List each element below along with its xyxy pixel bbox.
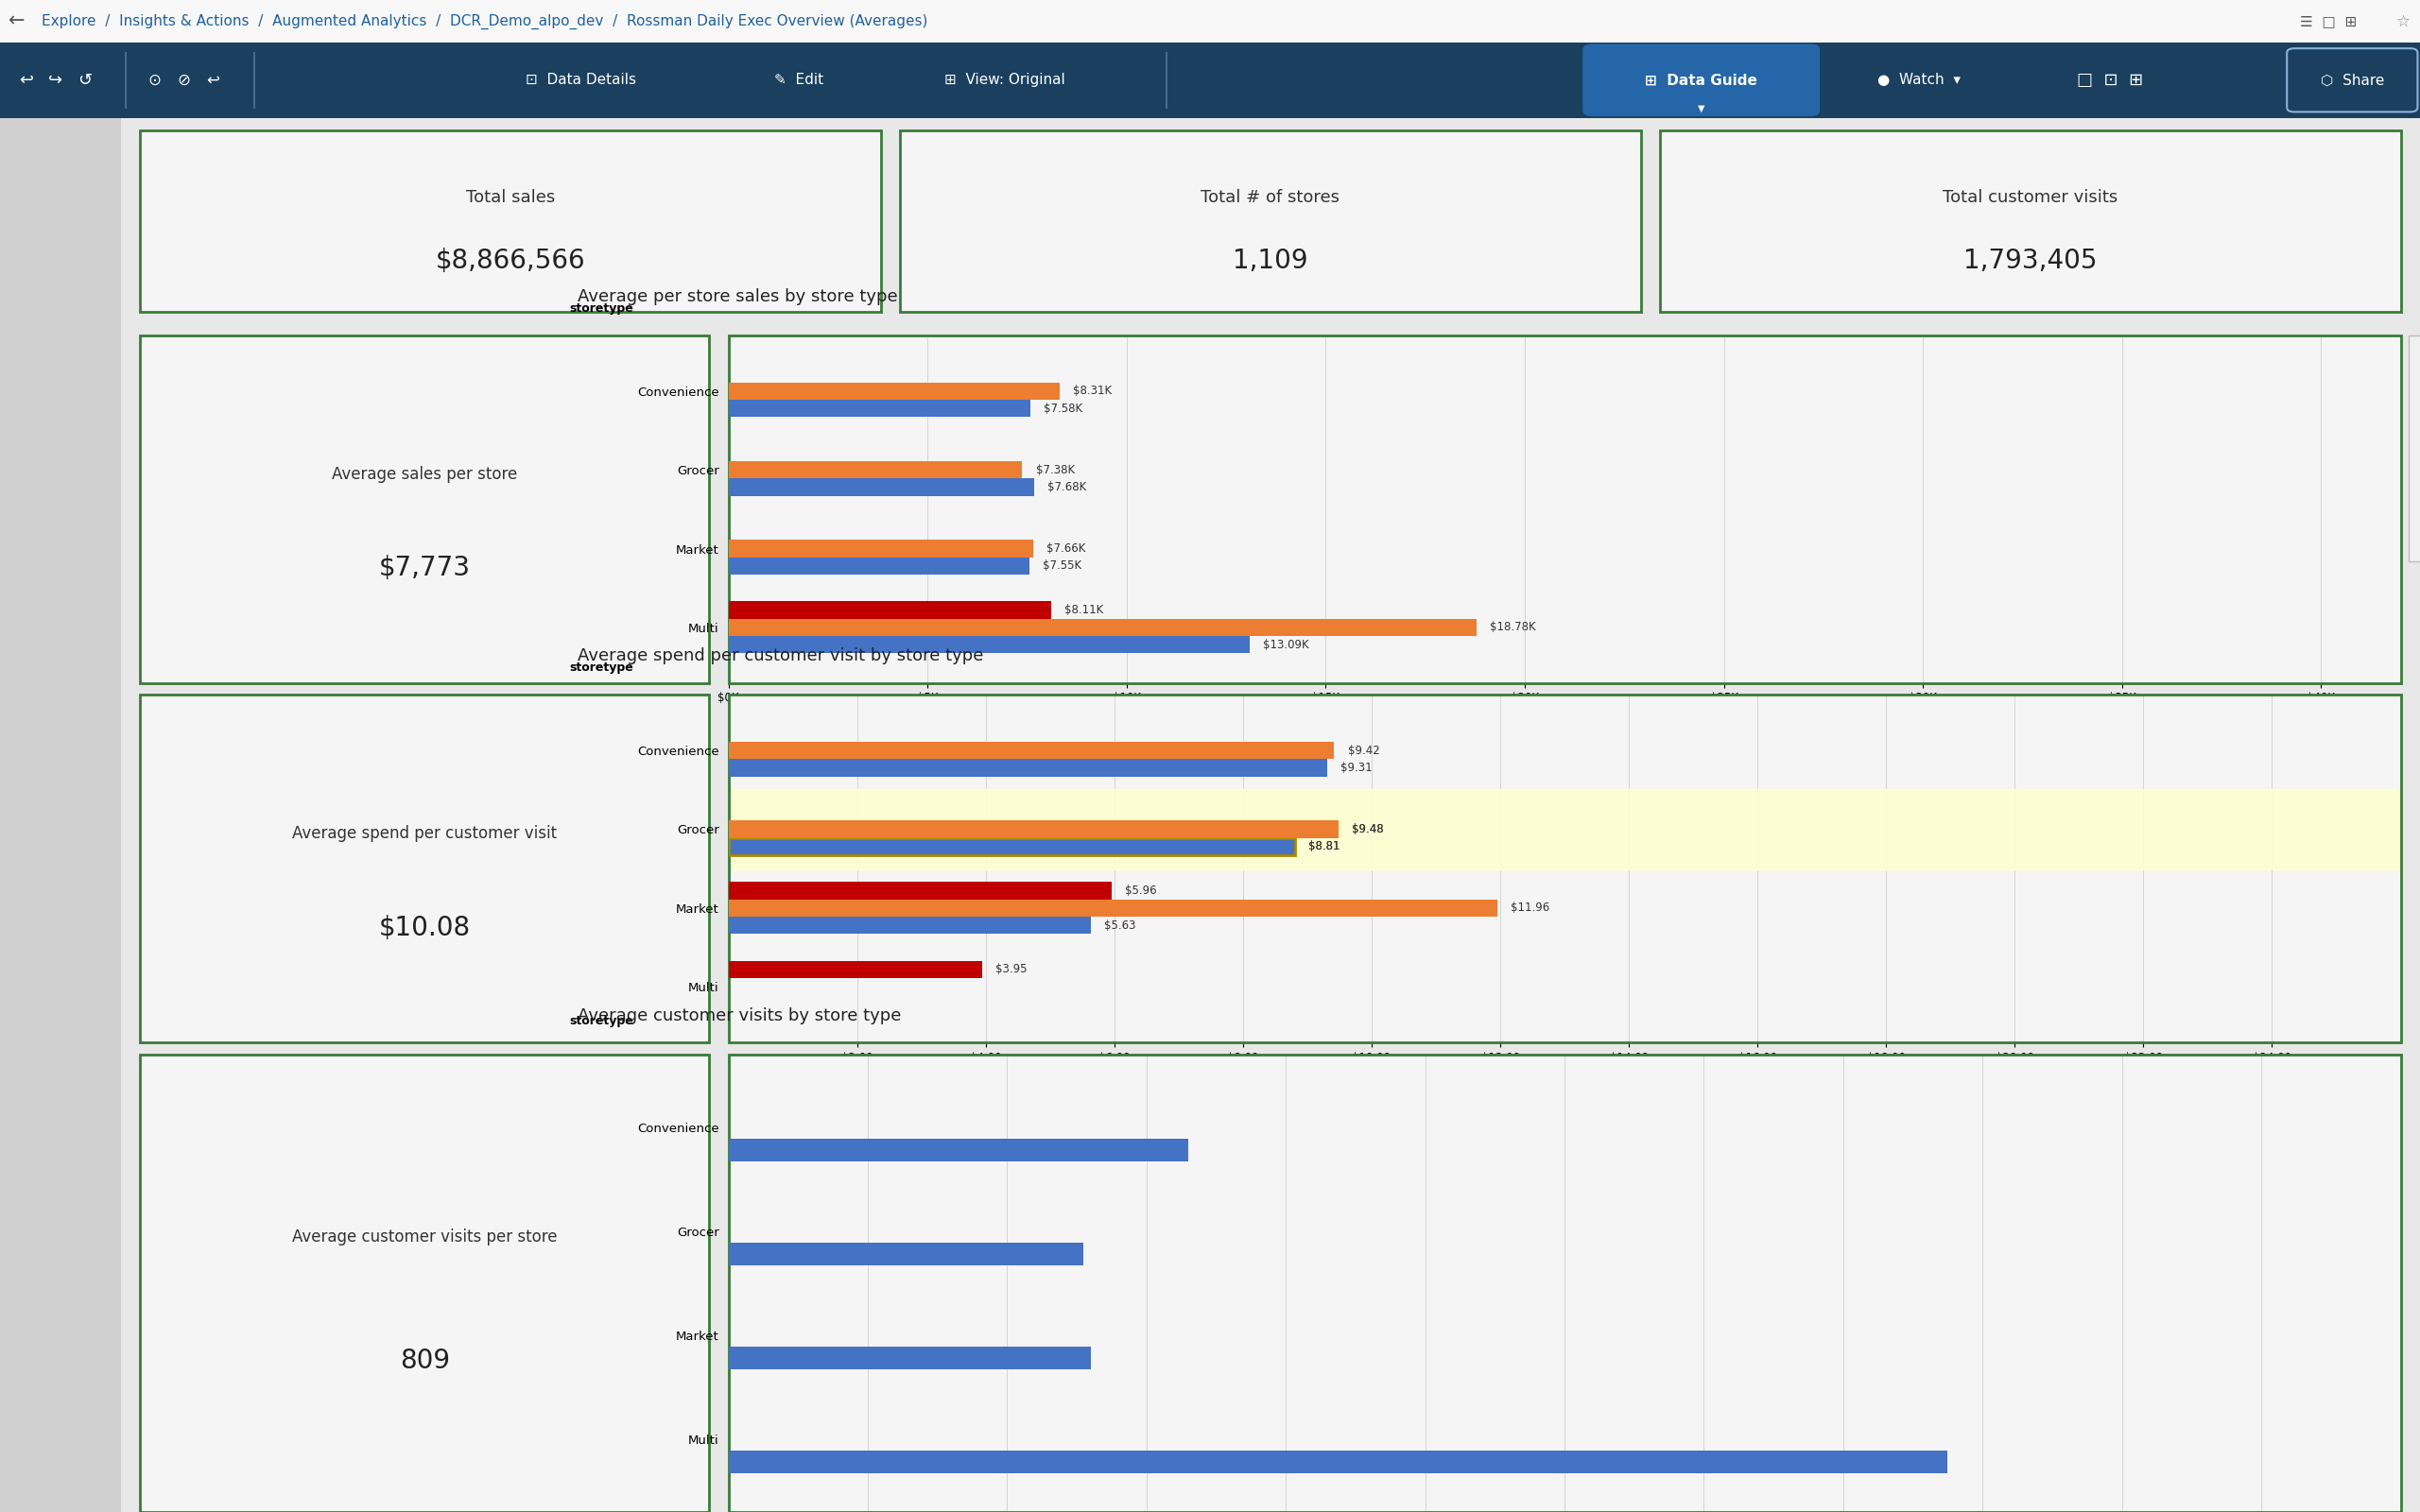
Text: ☆: ☆ <box>2396 12 2410 30</box>
Text: ⊙: ⊙ <box>148 71 162 89</box>
Text: Explore  /  Insights & Actions  /  Augmented Analytics  /  DCR_Demo_alpo_dev  / : Explore / Insights & Actions / Augmented… <box>41 14 927 29</box>
Bar <box>728 637 1249 653</box>
Text: $5.96: $5.96 <box>1125 885 1157 897</box>
Text: Total # of stores: Total # of stores <box>1200 189 1341 206</box>
Bar <box>728 759 1326 777</box>
Text: $7.38K: $7.38K <box>1036 464 1074 476</box>
Text: Total sales: Total sales <box>467 189 554 206</box>
Text: $7.66K: $7.66K <box>1048 543 1087 555</box>
Text: Average customer visits by store type: Average customer visits by store type <box>578 1007 903 1024</box>
Text: $18.78K: $18.78K <box>1491 621 1534 634</box>
Bar <box>728 479 1033 496</box>
Text: $13.09K: $13.09K <box>1263 638 1309 650</box>
Bar <box>728 1347 1091 1370</box>
Text: ⊡  Data Details: ⊡ Data Details <box>525 73 636 88</box>
FancyBboxPatch shape <box>0 0 2420 42</box>
Text: $8,866,566: $8,866,566 <box>436 248 586 274</box>
Bar <box>728 821 1338 838</box>
Text: $5.63: $5.63 <box>1104 919 1135 931</box>
Text: Average sales per store: Average sales per store <box>332 466 518 482</box>
Text: Average customer visits per store: Average customer visits per store <box>293 1229 557 1246</box>
Text: □  ⊡  ⊞: □ ⊡ ⊞ <box>2076 71 2144 89</box>
Text: Average spend per customer visit: Average spend per customer visit <box>293 826 557 842</box>
Text: $8.81: $8.81 <box>1309 841 1341 853</box>
Text: ↩: ↩ <box>19 71 34 89</box>
Bar <box>728 838 1295 856</box>
Text: $10.08: $10.08 <box>380 915 469 940</box>
FancyBboxPatch shape <box>121 118 2420 1512</box>
Bar <box>728 461 1021 479</box>
Bar <box>728 399 1031 417</box>
Text: $9.48: $9.48 <box>1350 823 1384 835</box>
Text: $7.68K: $7.68K <box>1048 481 1087 493</box>
Bar <box>728 1243 1084 1266</box>
Bar <box>728 602 1050 618</box>
Bar <box>728 821 1338 838</box>
Bar <box>728 900 1498 916</box>
Text: ⬡  Share: ⬡ Share <box>2321 73 2384 88</box>
Text: ✎  Edit: ✎ Edit <box>774 73 823 88</box>
Text: ⊞  View: Original: ⊞ View: Original <box>944 73 1065 88</box>
Text: $8.11K: $8.11K <box>1065 603 1104 617</box>
Bar <box>728 618 1476 637</box>
Bar <box>728 696 2401 1042</box>
Text: Total customer visits: Total customer visits <box>1943 189 2118 206</box>
Bar <box>728 383 1060 399</box>
Text: storetype: storetype <box>569 302 634 314</box>
Bar <box>728 742 1333 759</box>
Text: ⊞  Data Guide: ⊞ Data Guide <box>1646 73 1757 88</box>
Bar <box>728 881 1111 900</box>
Text: ↺: ↺ <box>77 71 92 89</box>
FancyBboxPatch shape <box>140 336 709 683</box>
Bar <box>728 1450 1948 1473</box>
FancyBboxPatch shape <box>1660 130 2401 311</box>
Text: ←: ← <box>10 12 24 30</box>
Bar <box>728 789 2401 869</box>
Text: $8.31K: $8.31K <box>1072 386 1111 398</box>
Text: Average spend per customer visit by store type: Average spend per customer visit by stor… <box>578 647 985 665</box>
FancyBboxPatch shape <box>0 42 2420 118</box>
Text: 1,109: 1,109 <box>1232 248 1309 274</box>
Text: 1,793,405: 1,793,405 <box>1963 248 2098 274</box>
Text: $9.48: $9.48 <box>1350 823 1384 835</box>
FancyBboxPatch shape <box>140 696 709 1042</box>
Text: storetype: storetype <box>569 662 634 674</box>
Bar <box>728 1139 1188 1161</box>
Text: ●  Watch  ▾: ● Watch ▾ <box>1878 73 1960 88</box>
FancyBboxPatch shape <box>1583 44 1820 116</box>
X-axis label: Avg. Customer Spend: Avg. Customer Spend <box>1500 1069 1629 1081</box>
Text: $3.95: $3.95 <box>997 963 1028 975</box>
FancyBboxPatch shape <box>140 1054 709 1512</box>
Text: ↩: ↩ <box>206 71 220 89</box>
FancyBboxPatch shape <box>0 118 121 1512</box>
Text: $11.96: $11.96 <box>1510 901 1551 915</box>
Bar <box>728 1054 2401 1512</box>
Text: ↪: ↪ <box>48 71 63 89</box>
Bar <box>728 916 1091 934</box>
Text: $7.58K: $7.58K <box>1043 402 1082 414</box>
FancyBboxPatch shape <box>140 130 881 311</box>
Text: ▼: ▼ <box>1699 104 1704 113</box>
Bar <box>728 838 1295 856</box>
Text: storetype: storetype <box>569 1015 634 1027</box>
Text: $9.31: $9.31 <box>1341 762 1372 774</box>
Text: $7.55K: $7.55K <box>1043 559 1082 572</box>
X-axis label: Avg. averagerevenueper store: Avg. averagerevenueper store <box>1474 709 1655 721</box>
Bar <box>728 540 1033 558</box>
Text: $8.81: $8.81 <box>1309 841 1341 853</box>
FancyBboxPatch shape <box>900 130 1641 311</box>
Bar <box>728 960 983 978</box>
Bar <box>728 558 1028 575</box>
Text: ⊘: ⊘ <box>177 71 191 89</box>
Bar <box>728 336 2401 683</box>
Text: ☰  □  ⊞: ☰ □ ⊞ <box>2299 14 2357 29</box>
Text: $9.42: $9.42 <box>1348 744 1379 756</box>
Text: $7,773: $7,773 <box>380 555 469 582</box>
Text: 809: 809 <box>399 1347 450 1374</box>
Text: Average per store sales by store type: Average per store sales by store type <box>578 289 898 305</box>
